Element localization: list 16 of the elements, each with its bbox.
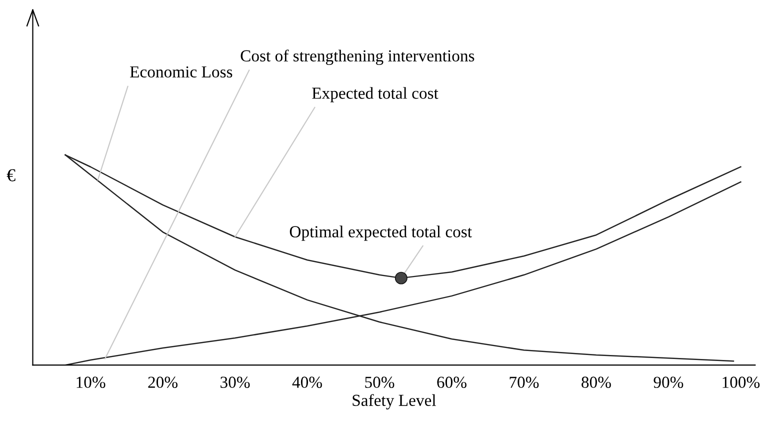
- x-tick-label: 70%: [510, 376, 539, 388]
- annotation: Optimal expected total cost: [290, 226, 472, 241]
- x-tick-label: 10%: [76, 376, 106, 388]
- x-tick-label: 80%: [582, 376, 611, 388]
- x-tick-label: 20%: [148, 376, 178, 388]
- x-tick-label: 40%: [292, 376, 322, 388]
- annotation: Economic Loss: [130, 66, 232, 78]
- x-tick-label: 50%: [365, 376, 394, 388]
- annotation: Cost of strengthening interventions: [240, 50, 474, 65]
- x-tick-label: 100%: [722, 376, 760, 388]
- x-axis-title: Safety Level: [352, 394, 436, 410]
- x-tick-label: 90%: [654, 376, 684, 388]
- x-tick-label: 30%: [220, 376, 250, 388]
- y-axis-title: €: [6, 169, 16, 182]
- x-tick-label: 60%: [437, 376, 466, 388]
- annotation: Expected total cost: [312, 87, 438, 102]
